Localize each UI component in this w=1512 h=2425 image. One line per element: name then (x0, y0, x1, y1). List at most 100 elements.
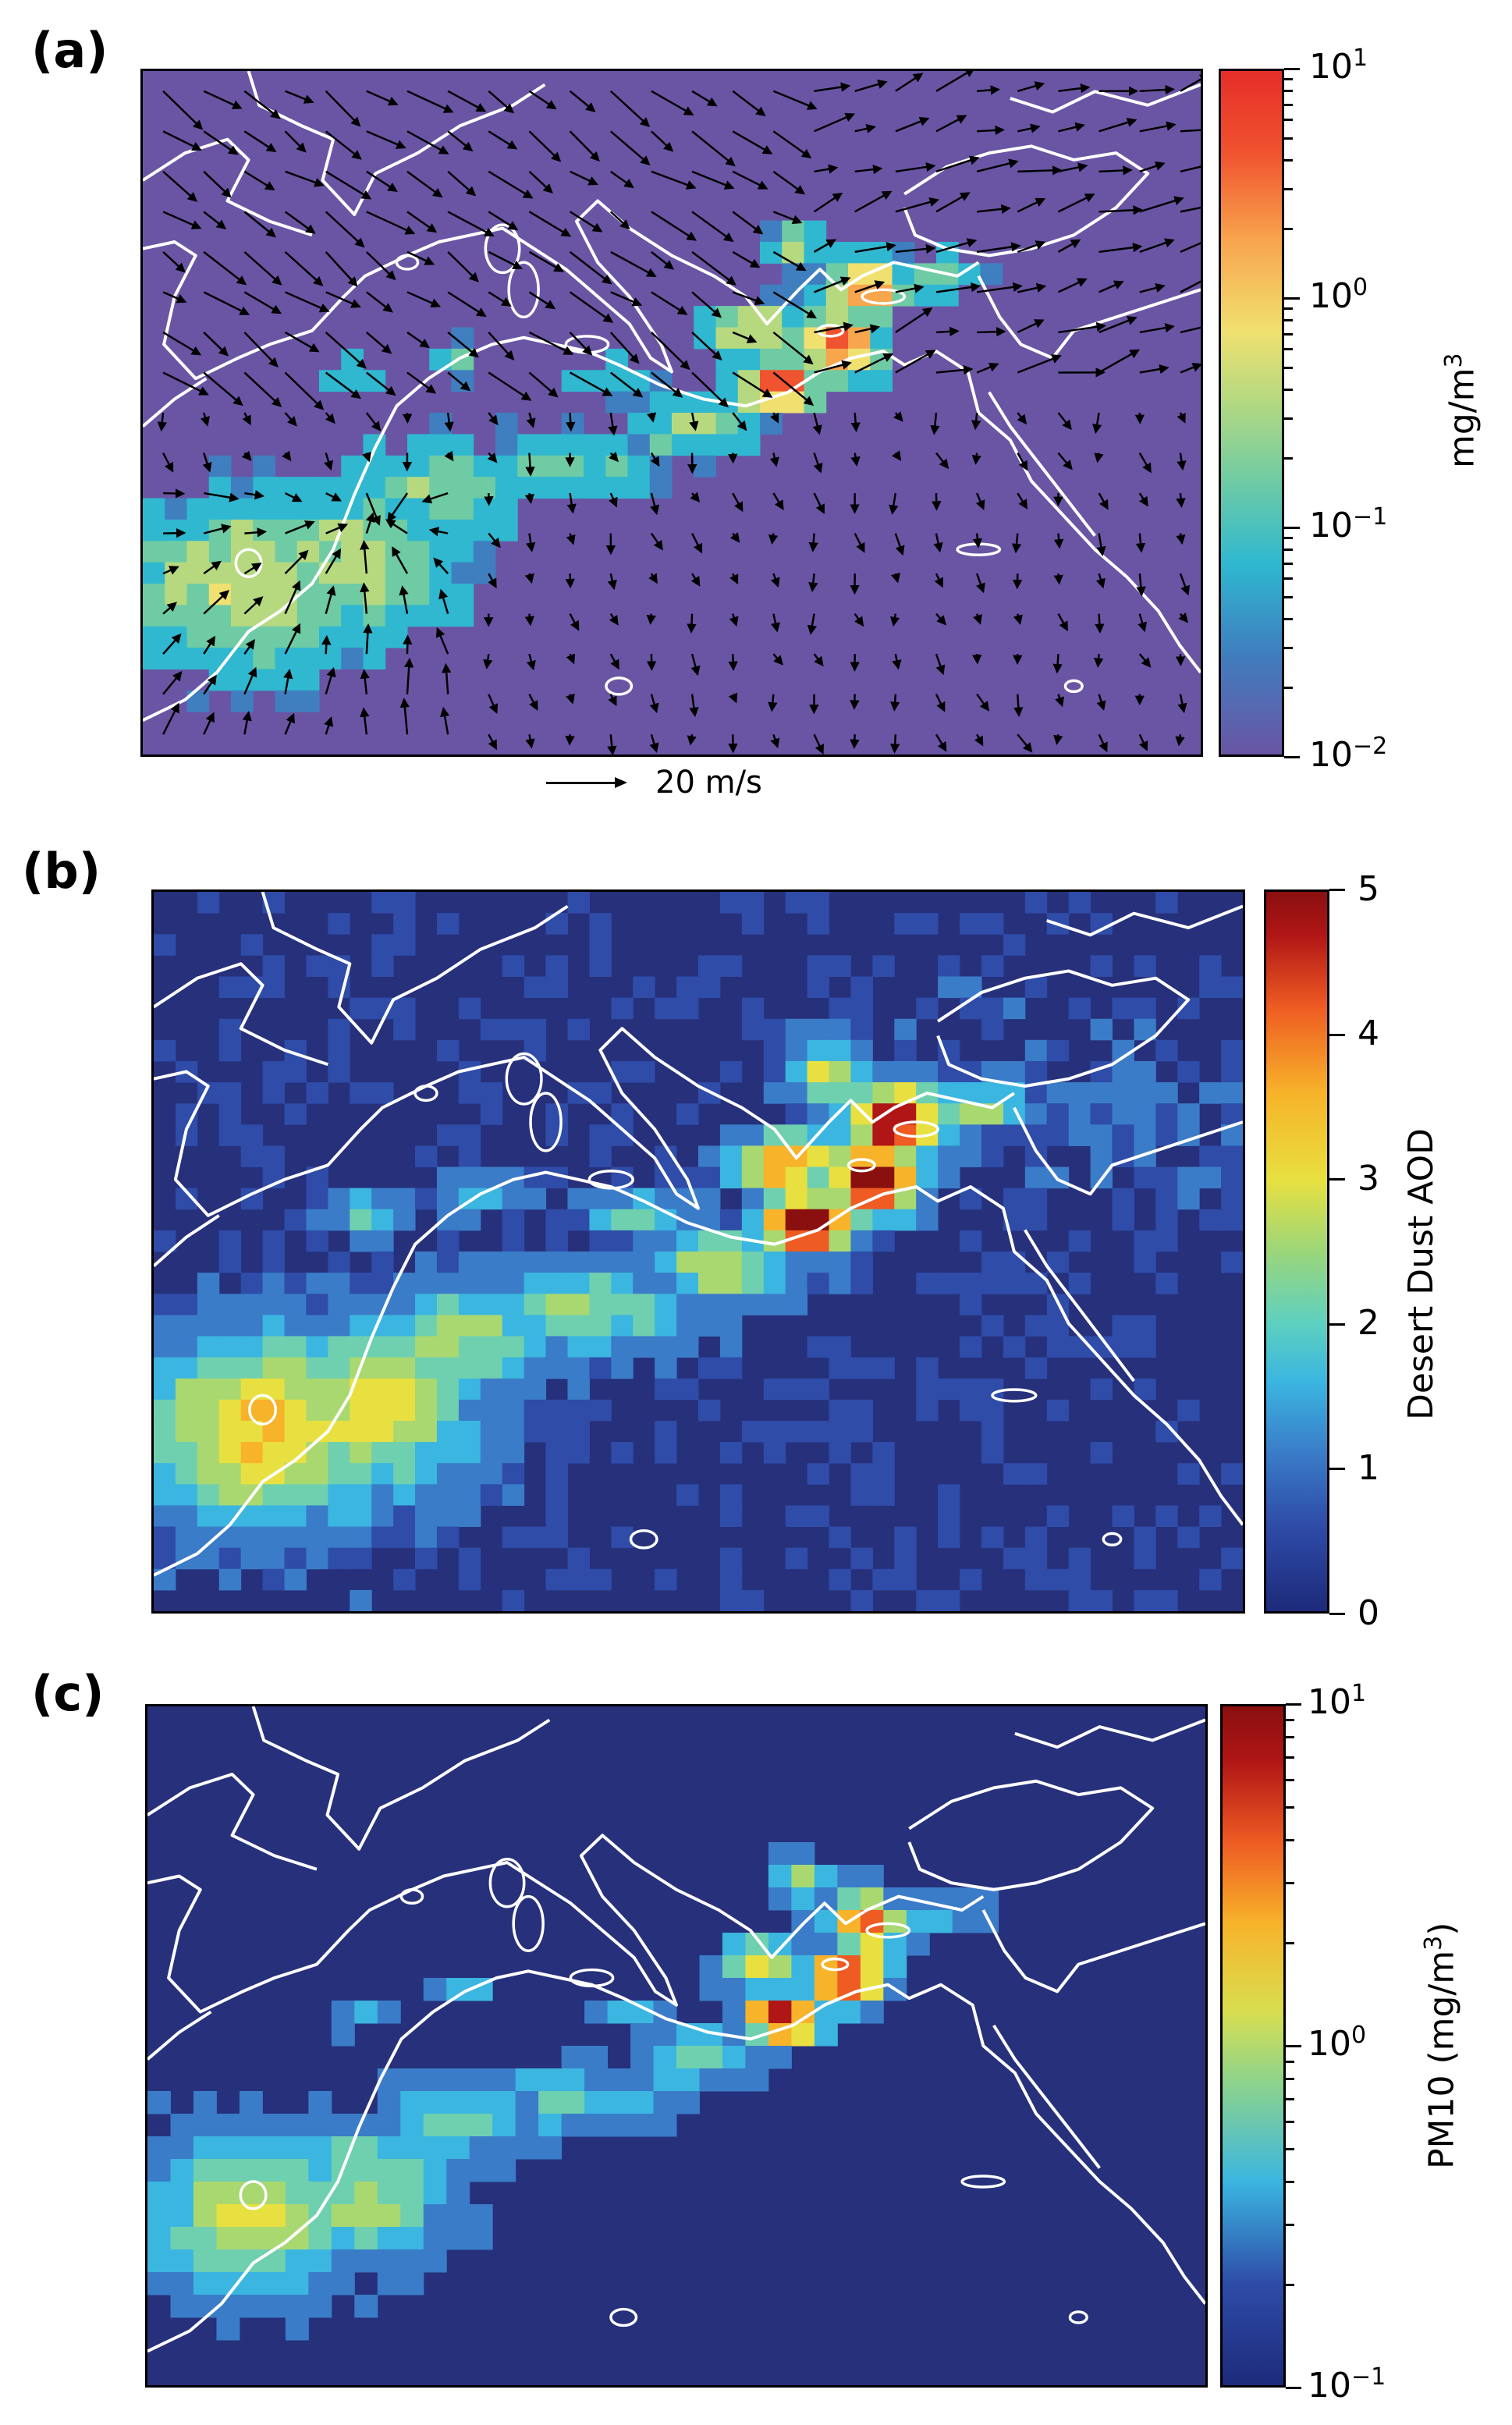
wind-arrow (1017, 733, 1033, 753)
wind-arrow (813, 192, 843, 213)
dust-grid-cell (1134, 1526, 1156, 1549)
dust-grid-cell (446, 2159, 470, 2182)
dust-grid-cell (240, 1505, 264, 1528)
dust-grid-cell (308, 2249, 332, 2273)
dust-grid-cell (611, 1273, 634, 1294)
dust-grid-cell (407, 605, 430, 627)
dust-grid-cell (589, 1315, 612, 1337)
dust-grid-cell (1199, 1505, 1222, 1528)
dust-grid-cell (350, 1463, 372, 1485)
dust-grid-cell (807, 1420, 830, 1443)
dust-grid-cell (341, 348, 364, 371)
island-outline (629, 1528, 658, 1550)
island-outline (861, 288, 907, 305)
dust-grid-cell (607, 2091, 631, 2114)
dust-grid-cell (649, 434, 673, 456)
dust-grid-cell (589, 1209, 612, 1231)
wind-arrow (1057, 239, 1081, 253)
dust-grid-cell (341, 455, 364, 478)
dust-grid-cell (611, 1294, 634, 1315)
wind-arrow (854, 242, 896, 254)
dust-grid-cell (350, 1526, 372, 1549)
dust-grid-cell (354, 2182, 378, 2205)
dust-grid-cell (458, 1145, 481, 1168)
dust-grid-cell (458, 1442, 481, 1464)
dust-grid-cell (193, 2159, 217, 2182)
dust-grid-cell (492, 2114, 516, 2137)
wind-arrow (428, 527, 449, 537)
dust-grid-cell (960, 1378, 982, 1401)
dust-grid-cell (791, 1887, 815, 1911)
dust-grid-cell (341, 605, 364, 627)
dust-grid-cell (785, 1252, 808, 1273)
dust-grid-cell (197, 1294, 220, 1315)
dust-grid-cell (147, 2249, 171, 2273)
wind-arrow (609, 451, 619, 463)
dust-grid-cell (545, 1315, 568, 1337)
dust-grid-cell (524, 1378, 547, 1401)
wind-arrow (772, 653, 783, 666)
wind-arrow (732, 412, 747, 431)
dust-grid-cell (502, 1336, 525, 1358)
dust-grid-cell (407, 498, 430, 520)
wind-arrow (651, 170, 697, 190)
dust-grid-cell (524, 1294, 547, 1315)
wind-arrow (1096, 694, 1106, 712)
wind-arrow (325, 666, 336, 695)
dust-grid-cell (768, 1933, 792, 1956)
dust-grid-cell (676, 2068, 700, 2092)
dust-grid-cell (1134, 1124, 1156, 1146)
dust-grid-cell (165, 498, 187, 520)
dust-grid-cell (240, 976, 264, 999)
dust-grid-cell (760, 348, 783, 371)
wind-arrow (569, 211, 603, 233)
dust-grid-cell (354, 2159, 378, 2182)
dust-grid-cell (741, 1018, 765, 1041)
wind-arrow (203, 524, 232, 534)
wind-arrow (285, 291, 330, 313)
dust-grid-cell (870, 242, 893, 264)
wind-arrow (528, 331, 574, 355)
wind-arrow (691, 291, 722, 318)
wind-arrow (162, 130, 202, 151)
dust-grid-cell (393, 1315, 416, 1337)
dust-grid-cell (170, 2114, 194, 2137)
dust-grid-cell (371, 1399, 394, 1422)
wind-arrow (283, 669, 293, 694)
dust-grid-cell (170, 2295, 194, 2318)
wind-arrow (285, 90, 314, 104)
dust-grid-cell (306, 1526, 328, 1549)
dust-grid-cell (545, 1505, 568, 1528)
dust-grid-cell (1024, 1568, 1048, 1591)
dust-grid-cell (916, 997, 939, 1020)
dust-grid-cell (938, 955, 960, 977)
dust-grid-cell (524, 1273, 547, 1294)
panel-a-colorbar-tick (1284, 527, 1300, 529)
dust-grid-cell (567, 1209, 590, 1231)
dust-grid-cell (231, 562, 254, 584)
dust-grid-cell (480, 1357, 503, 1379)
dust-grid-cell (916, 913, 939, 935)
wind-arrow (203, 712, 215, 735)
wind-arrow (890, 572, 900, 584)
dust-grid-cell (218, 1230, 242, 1252)
dust-grid-cell (763, 1018, 786, 1041)
dust-grid-cell (633, 1209, 655, 1231)
dust-grid-cell (262, 2159, 286, 2182)
wind-arrow (162, 331, 202, 356)
dust-grid-cell (341, 584, 364, 605)
wind-arrow (483, 654, 493, 669)
dust-grid-cell (170, 2249, 194, 2273)
wind-arrow (203, 371, 243, 407)
dust-grid-cell (1221, 1145, 1243, 1168)
wind-arrow (1099, 349, 1141, 374)
dust-grid-cell (829, 1357, 851, 1379)
dust-grid-cell (350, 1442, 372, 1464)
dust-grid-cell (561, 2091, 585, 2114)
panel-a-colorbar-tick (1284, 90, 1293, 93)
panel-c-colorbar-tick (1286, 1703, 1301, 1706)
dust-grid-cell (308, 2091, 332, 2114)
wind-arrow (285, 170, 325, 187)
wind-arrow (569, 291, 614, 323)
dust-grid-cell (872, 955, 895, 977)
